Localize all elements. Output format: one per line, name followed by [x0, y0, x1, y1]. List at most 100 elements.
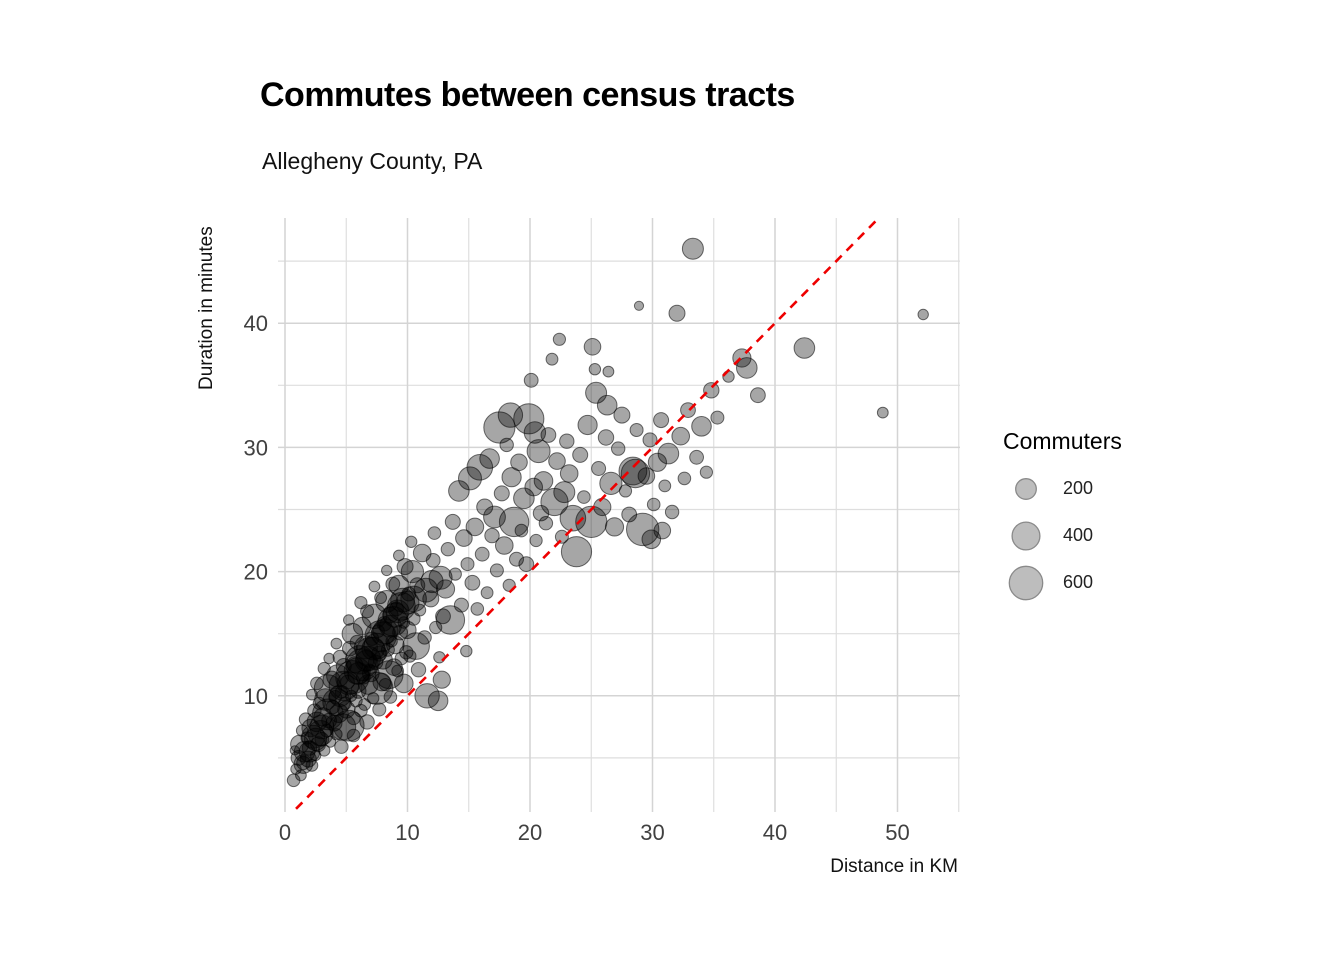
data-bubble — [382, 602, 408, 628]
data-bubble — [509, 551, 524, 567]
data-bubble — [427, 690, 449, 712]
data-bubble — [343, 614, 355, 626]
data-bubble — [677, 471, 692, 486]
data-bubble — [548, 452, 566, 470]
legend-rows: 200 400 600 — [1003, 465, 1223, 606]
data-bubble — [336, 671, 361, 696]
data-bubble — [633, 300, 645, 311]
data-bubble — [513, 487, 535, 510]
data-bubble — [347, 662, 370, 685]
data-bubble — [559, 464, 579, 483]
data-bubble — [876, 406, 889, 419]
y-tick-label: 30 — [244, 435, 268, 460]
data-bubble — [658, 479, 672, 493]
data-bubble — [629, 423, 644, 437]
data-bubble — [703, 382, 720, 399]
data-bubble — [524, 477, 544, 497]
data-bubble — [691, 416, 712, 437]
data-bubble — [420, 569, 444, 594]
data-bubble — [402, 632, 430, 660]
data-bubble — [400, 560, 424, 584]
data-bubble — [312, 698, 344, 731]
data-bubble — [699, 465, 714, 479]
data-bubble — [646, 497, 661, 512]
x-tick-label: 30 — [640, 820, 664, 845]
legend-key-circle-600 — [1008, 565, 1044, 600]
data-bubble — [540, 427, 557, 443]
data-bubble — [529, 533, 543, 548]
data-bubble — [533, 471, 554, 491]
data-bubble — [523, 372, 539, 388]
data-bubble — [440, 542, 456, 557]
data-bubble — [427, 526, 442, 540]
data-bubble — [514, 523, 529, 538]
data-bubble — [526, 439, 551, 464]
data-bubble — [293, 754, 314, 774]
data-bubble — [498, 506, 530, 538]
data-bubble — [328, 684, 352, 707]
data-bubble — [495, 536, 514, 555]
x-tick-label: 40 — [763, 820, 787, 845]
data-bubble — [422, 590, 440, 608]
legend-entry-label: 600 — [1063, 572, 1094, 592]
data-bubble — [465, 517, 485, 537]
data-bubble — [395, 590, 420, 615]
data-bubble — [559, 433, 575, 449]
data-bubble — [583, 338, 602, 356]
data-bubble — [620, 458, 651, 489]
x-axis-title: Distance in KM — [830, 856, 958, 877]
data-bubble — [750, 387, 766, 404]
data-bubble — [470, 602, 485, 616]
data-bubble — [460, 557, 475, 572]
data-bubble — [553, 481, 576, 504]
data-bubble — [425, 553, 441, 568]
data-bubble — [653, 412, 670, 429]
data-bubble — [354, 596, 368, 610]
chart-subtitle: Allegheny County, PA — [262, 148, 483, 174]
y-tick-label: 20 — [244, 560, 268, 585]
data-bubble — [444, 513, 461, 530]
data-bubble — [435, 579, 456, 599]
y-tick-label: 40 — [244, 311, 268, 336]
data-bubble — [689, 449, 704, 465]
data-bubble — [597, 429, 615, 446]
data-bubble — [309, 714, 335, 740]
data-bubble — [710, 410, 725, 425]
data-bubble — [793, 337, 816, 359]
legend-entry: 400 — [1003, 512, 1223, 559]
data-bubble — [596, 394, 618, 416]
data-bubble — [585, 381, 608, 404]
data-bubble — [602, 365, 615, 378]
data-bubble — [484, 527, 500, 544]
data-bubble — [588, 363, 602, 376]
x-tick-label: 20 — [518, 820, 542, 845]
data-bubble — [361, 636, 386, 661]
data-bubble — [432, 670, 451, 689]
data-bubble — [618, 456, 648, 486]
data-bubble — [577, 490, 591, 504]
data-bubble — [458, 466, 482, 491]
data-bubble — [591, 461, 607, 476]
data-bubble — [523, 421, 547, 444]
data-bubble — [917, 308, 929, 321]
data-bubble — [323, 652, 335, 665]
data-bubble — [383, 690, 398, 704]
data-bubble — [560, 536, 593, 568]
legend-entry: 600 — [1003, 559, 1223, 606]
legend-entry: 200 — [1003, 465, 1223, 512]
data-bubble — [681, 237, 704, 260]
x-tick-label: 10 — [395, 820, 419, 845]
data-bubble — [310, 676, 324, 691]
data-bubble — [480, 586, 494, 600]
data-bubble — [354, 650, 377, 672]
data-bubble — [295, 769, 307, 782]
data-bubble — [304, 727, 328, 751]
data-bubble — [429, 620, 443, 635]
data-bubble — [611, 441, 626, 456]
data-bubble — [359, 714, 375, 730]
data-bubble — [593, 497, 612, 517]
data-bubble — [428, 565, 453, 590]
data-bubble — [381, 564, 393, 577]
data-bubble — [641, 529, 662, 550]
